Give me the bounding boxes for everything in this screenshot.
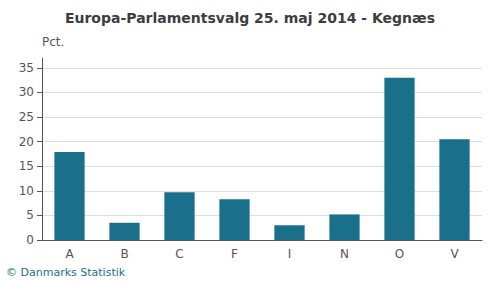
svg-text:10: 10 [19,184,34,198]
svg-text:30: 30 [19,85,34,99]
svg-text:Europa-Parlamentsvalg 25. maj: Europa-Parlamentsvalg 25. maj 2014 - Keg… [65,10,435,26]
svg-text:25: 25 [19,110,34,124]
svg-text:Pct.: Pct. [42,35,64,49]
svg-text:O: O [395,247,404,261]
svg-text:C: C [175,247,183,261]
svg-text:0: 0 [26,233,34,247]
svg-text:15: 15 [19,159,34,173]
svg-text:V: V [450,247,459,261]
svg-text:© Danmarks Statistik: © Danmarks Statistik [6,266,126,279]
svg-text:20: 20 [19,135,34,149]
svg-text:35: 35 [19,61,34,75]
svg-text:N: N [340,247,349,261]
svg-text:I: I [288,247,292,261]
svg-text:5: 5 [26,208,34,222]
svg-text:F: F [231,247,238,261]
svg-text:A: A [65,247,74,261]
svg-text:B: B [120,247,128,261]
